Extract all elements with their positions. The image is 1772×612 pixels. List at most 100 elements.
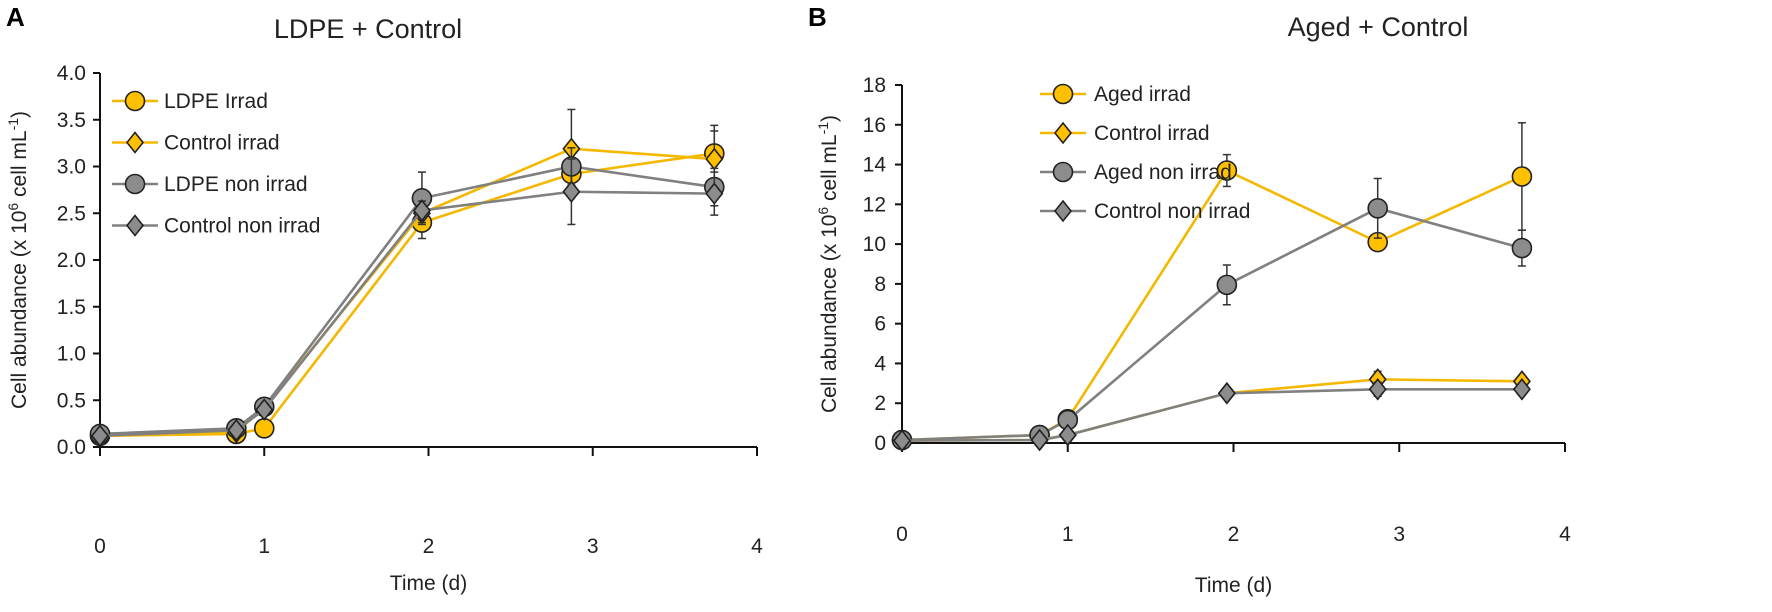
series-line: [901, 387, 1522, 442]
y-tick-label: 16: [863, 114, 886, 137]
y-tick-label: 2.5: [57, 202, 86, 225]
series-control-irrad: [90, 108, 724, 448]
y-tick-label: 4.0: [57, 62, 86, 85]
y-tick-label: 1.5: [57, 296, 86, 319]
data-point: [1217, 381, 1236, 405]
x-tick-label: 0: [94, 535, 106, 558]
y-axis-label: Cell abundance (x 106 cell mL-1): [815, 115, 841, 413]
data-point: [705, 182, 724, 205]
data-point: [90, 424, 110, 448]
y-tick-label: 2.0: [57, 249, 86, 272]
data-point: [253, 417, 275, 439]
legend-marker: [1053, 199, 1073, 223]
legend-item: LDPE non irrad: [112, 173, 308, 196]
series-control-non-irrad: [892, 378, 1531, 452]
legend-marker: [124, 173, 146, 195]
y-tick-label: 4: [874, 352, 886, 375]
legend-label: Aged non irrad: [1094, 161, 1232, 184]
data-point: [1367, 198, 1389, 219]
y-tick-label: 18: [863, 74, 886, 97]
legend-label: Aged irrad: [1094, 83, 1191, 106]
x-axis-label: Time (d): [1195, 574, 1272, 597]
legend-marker: [1052, 161, 1074, 183]
data-point: [412, 199, 431, 222]
chart-title: LDPE + Control: [274, 14, 462, 44]
series-line: [99, 190, 715, 438]
y-tick-label: 3.5: [57, 109, 86, 132]
y-tick-label: 1.0: [57, 343, 86, 366]
legend-item: Control non irrad: [1040, 199, 1250, 223]
y-axis-label-sup: -1: [815, 122, 831, 135]
panel-label: B: [808, 2, 827, 32]
data-point: [1030, 428, 1049, 452]
legend-item: Aged irrad: [1040, 83, 1191, 106]
legend-item: LDPE Irrad: [112, 90, 268, 113]
legend-label: Control non irrad: [164, 215, 320, 238]
y-axis-label: Cell abundance (x 106 cell mL-1): [5, 111, 31, 409]
y-axis-label-sup: -1: [5, 118, 21, 131]
data-point: [1512, 378, 1531, 401]
data-point: [1511, 237, 1533, 259]
x-tick-label: 0: [896, 523, 908, 546]
x-tick-label: 2: [423, 535, 435, 558]
y-tick-label: 8: [874, 273, 886, 296]
data-point: [1058, 423, 1077, 447]
y-tick-label: 14: [863, 154, 887, 177]
legend-label: Control irrad: [164, 132, 280, 155]
series-control-irrad: [892, 368, 1531, 452]
data-point: [1216, 160, 1238, 181]
y-axis-label-text: ): [8, 111, 31, 118]
data-point: [1216, 274, 1238, 296]
y-tick-label: 6: [874, 313, 886, 336]
data-point: [227, 418, 246, 442]
series-line: [901, 206, 1523, 442]
legend-label: Control irrad: [1094, 122, 1210, 145]
y-axis-label-text: cell mL: [818, 134, 841, 206]
panel-label: A: [6, 2, 25, 32]
panel-a: A LDPE + Control 0.0 0.5 1.0 1.5 2.0 2.5 3.0 3.5 4…: [5, 2, 763, 595]
y-tick-label: 0: [874, 432, 886, 455]
x-tick-label: 1: [258, 535, 270, 558]
legend-marker: [125, 214, 145, 237]
chart-title: Aged + Control: [1288, 12, 1469, 42]
legend-marker: [124, 90, 146, 112]
series-control-non-irrad: [90, 158, 724, 448]
x-tick-label: 3: [1393, 523, 1405, 546]
x-tick-label: 4: [751, 535, 763, 558]
y-tick-label: 0.5: [57, 389, 86, 412]
y-tick-label: 3.0: [57, 156, 86, 179]
data-point: [892, 429, 912, 452]
y-axis-label-sup: 6: [5, 203, 21, 211]
x-axis-label: Time (d): [390, 572, 467, 595]
y-tick-label: 10: [863, 233, 886, 256]
legend-marker: [1053, 121, 1073, 145]
legend-label: LDPE Irrad: [164, 90, 268, 113]
x-tick-label: 3: [587, 535, 599, 558]
y-axis-label-text: ): [818, 115, 841, 122]
y-axis-label-text: Cell abundance (x 10: [8, 211, 31, 409]
data-point: [562, 180, 581, 204]
y-axis-label-sup: 6: [815, 207, 831, 215]
y-tick-label: 0.0: [57, 436, 86, 459]
x-tick-label: 4: [1559, 523, 1571, 546]
x-tick-label: 1: [1062, 523, 1074, 546]
data-point: [255, 398, 274, 421]
y-tick-label: 12: [863, 193, 886, 216]
data-point: [1511, 166, 1533, 187]
legend-item: Control irrad: [1040, 121, 1210, 145]
legend-marker: [1052, 83, 1074, 105]
y-axis-label-text: Cell abundance (x 10: [818, 215, 841, 413]
y-axis-label-text: cell mL: [8, 130, 31, 202]
y-tick-label: 2: [874, 392, 886, 415]
legend-marker: [125, 131, 145, 154]
legend-label: LDPE non irrad: [164, 173, 308, 196]
data-point: [1368, 378, 1387, 401]
legend-item: Aged non irrad: [1040, 161, 1232, 184]
legend-item: Control non irrad: [112, 214, 320, 238]
legend-label: Control non irrad: [1094, 200, 1250, 223]
series-line: [99, 165, 715, 436]
legend-item: Control irrad: [112, 131, 280, 155]
